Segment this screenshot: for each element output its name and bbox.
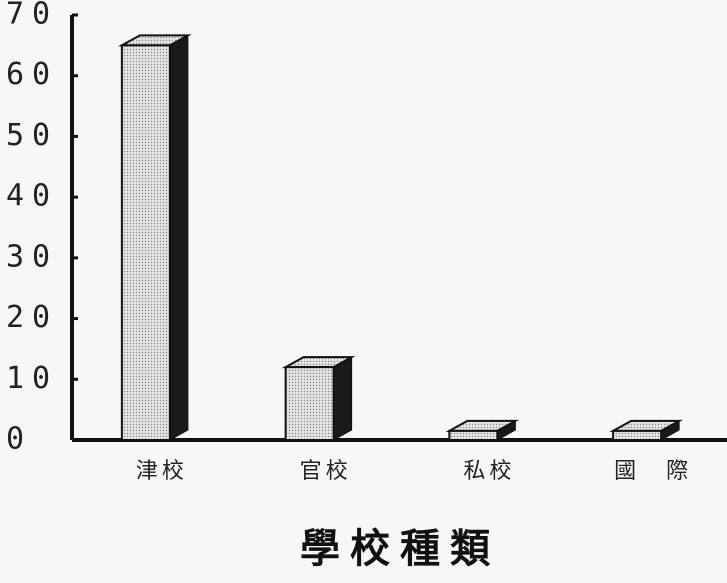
y-tick-label: 10 (6, 361, 58, 396)
y-tick-label: 0 (6, 422, 32, 457)
y-tick-label: 70 (6, 0, 58, 32)
x-axis-title: 學校種類 (300, 526, 500, 572)
y-tick-label: 30 (6, 239, 58, 274)
x-tick-label: 私校 (463, 459, 515, 484)
y-tick-label: 40 (6, 179, 58, 214)
bar-side (169, 34, 189, 441)
y-tick-label: 50 (6, 118, 58, 153)
bar-side (333, 356, 353, 441)
bar (612, 429, 663, 441)
bar (448, 429, 499, 441)
y-tick-label: 60 (6, 57, 58, 92)
y-tick-label: 20 (6, 300, 58, 335)
x-tick-label: 津校 (136, 459, 188, 484)
bar (284, 366, 335, 441)
bar (120, 44, 171, 441)
x-tick-label: 官校 (300, 459, 352, 484)
x-tick-label: 國 際 (614, 459, 692, 484)
